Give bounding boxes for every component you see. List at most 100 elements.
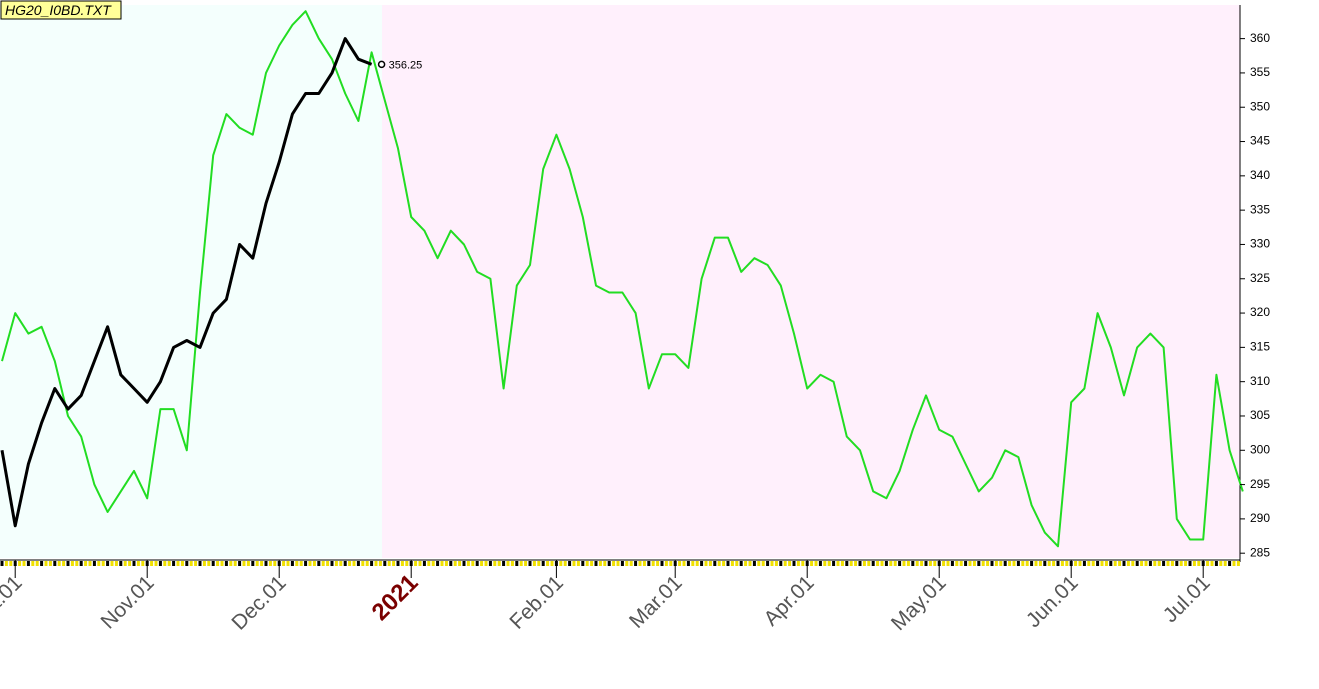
minor-tick xyxy=(550,561,554,566)
minor-tick xyxy=(436,561,440,566)
minor-tick xyxy=(493,561,497,566)
y-tick-label: 340 xyxy=(1250,168,1270,182)
x-tick-label: May.01 xyxy=(887,571,951,635)
minor-tick xyxy=(761,561,765,566)
minor-tick xyxy=(405,561,409,566)
minor-tick xyxy=(53,561,57,566)
minor-tick xyxy=(1056,561,1060,566)
minor-tick xyxy=(638,561,642,566)
minor-tick xyxy=(1030,561,1034,566)
minor-tick xyxy=(770,561,774,566)
minor-tick xyxy=(326,561,330,566)
minor-tick xyxy=(378,561,382,566)
minor-tick xyxy=(356,561,360,566)
minor-tick xyxy=(321,561,325,566)
y-tick-label: 355 xyxy=(1250,65,1270,79)
minor-tick xyxy=(119,561,123,566)
minor-tick xyxy=(40,561,44,566)
minor-tick xyxy=(207,561,211,566)
minor-tick xyxy=(990,561,994,566)
minor-tick xyxy=(950,561,954,566)
minor-tick xyxy=(1052,561,1056,566)
minor-tick xyxy=(1060,561,1064,566)
minor-tick xyxy=(519,561,523,566)
minor-tick xyxy=(497,561,501,566)
minor-tick xyxy=(1034,561,1038,566)
minor-tick xyxy=(810,561,814,566)
minor-tick xyxy=(1016,561,1020,566)
minor-tick xyxy=(1021,561,1025,566)
minor-tick xyxy=(1078,561,1082,566)
minor-tick xyxy=(22,561,26,566)
minor-tick xyxy=(31,561,35,566)
minor-tick xyxy=(1232,561,1236,566)
minor-tick xyxy=(576,561,580,566)
minor-tick xyxy=(625,561,629,566)
minor-tick xyxy=(1162,561,1166,566)
minor-tick xyxy=(233,561,237,566)
minor-tick xyxy=(691,561,695,566)
minor-tick xyxy=(537,561,541,566)
forecast-background xyxy=(382,5,1240,558)
minor-tick xyxy=(933,561,937,566)
chart-title: HG20_I0BD.TXT xyxy=(5,2,112,18)
minor-tick xyxy=(440,561,444,566)
minor-tick xyxy=(1065,561,1069,566)
minor-tick xyxy=(946,561,950,566)
minor-tick xyxy=(414,561,418,566)
minor-tick xyxy=(1188,561,1192,566)
minor-tick xyxy=(1126,561,1130,566)
y-tick-label: 295 xyxy=(1250,477,1270,491)
minor-tick xyxy=(62,561,66,566)
minor-tick xyxy=(884,561,888,566)
minor-tick xyxy=(898,561,902,566)
minor-tick xyxy=(572,561,576,566)
minor-tick xyxy=(290,561,294,566)
minor-tick xyxy=(528,561,532,566)
minor-tick xyxy=(739,561,743,566)
minor-tick xyxy=(48,561,52,566)
minor-tick xyxy=(854,561,858,566)
minor-tick xyxy=(35,561,39,566)
minor-tick xyxy=(1214,561,1218,566)
minor-tick xyxy=(647,561,651,566)
series-line xyxy=(0,37,373,528)
minor-tick xyxy=(664,561,668,566)
minor-tick xyxy=(136,561,140,566)
minor-tick xyxy=(1109,561,1113,566)
minor-tick xyxy=(128,561,132,566)
minor-tick xyxy=(488,561,492,566)
minor-tick xyxy=(268,561,272,566)
minor-tick xyxy=(1236,561,1240,566)
minor-tick xyxy=(330,561,334,566)
minor-tick xyxy=(343,561,347,566)
minor-tick xyxy=(1166,561,1170,566)
x-tick-label: Dec.01 xyxy=(227,571,290,634)
minor-tick xyxy=(132,561,136,566)
minor-tick xyxy=(506,561,510,566)
minor-tick xyxy=(796,561,800,566)
minor-tick xyxy=(928,561,932,566)
y-tick-label: 325 xyxy=(1250,271,1270,285)
minor-tick xyxy=(92,561,96,566)
minor-tick xyxy=(994,561,998,566)
minor-tick xyxy=(444,561,448,566)
minor-tick xyxy=(814,561,818,566)
minor-tick xyxy=(176,561,180,566)
y-tick-label: 285 xyxy=(1250,545,1270,559)
minor-tick xyxy=(717,561,721,566)
last-value-marker xyxy=(377,60,386,69)
minor-tick xyxy=(686,561,690,566)
minor-tick xyxy=(123,561,127,566)
minor-tick xyxy=(942,561,946,566)
minor-tick xyxy=(867,561,871,566)
minor-tick xyxy=(1012,561,1016,566)
y-tick-label: 350 xyxy=(1250,99,1270,113)
y-tick-label: 320 xyxy=(1250,305,1270,319)
y-tick-label: 335 xyxy=(1250,202,1270,216)
minor-tick xyxy=(634,561,638,566)
minor-tick xyxy=(774,561,778,566)
minor-tick xyxy=(158,561,162,566)
series-line xyxy=(1,10,1244,548)
minor-tick xyxy=(229,561,233,566)
